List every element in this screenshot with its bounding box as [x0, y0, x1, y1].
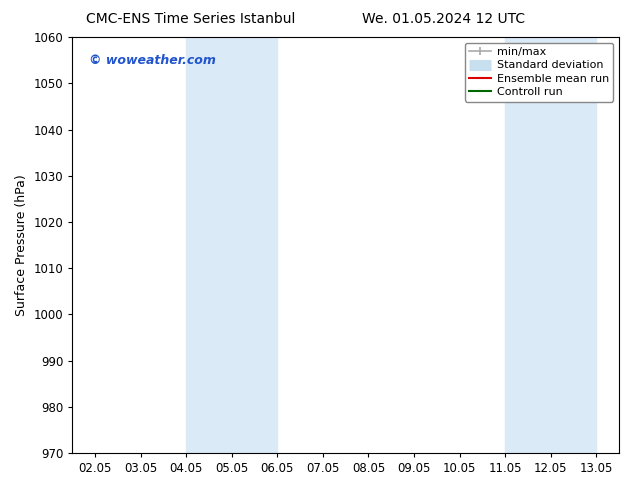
- Bar: [505, 37, 596, 453]
- Bar: [186, 37, 277, 453]
- Text: We. 01.05.2024 12 UTC: We. 01.05.2024 12 UTC: [362, 12, 526, 26]
- Y-axis label: Surface Pressure (hPa): Surface Pressure (hPa): [15, 174, 28, 316]
- Text: © woweather.com: © woweather.com: [89, 54, 216, 67]
- Text: CMC-ENS Time Series Istanbul: CMC-ENS Time Series Istanbul: [86, 12, 295, 26]
- Legend: min/max, Standard deviation, Ensemble mean run, Controll run: min/max, Standard deviation, Ensemble me…: [465, 43, 614, 101]
